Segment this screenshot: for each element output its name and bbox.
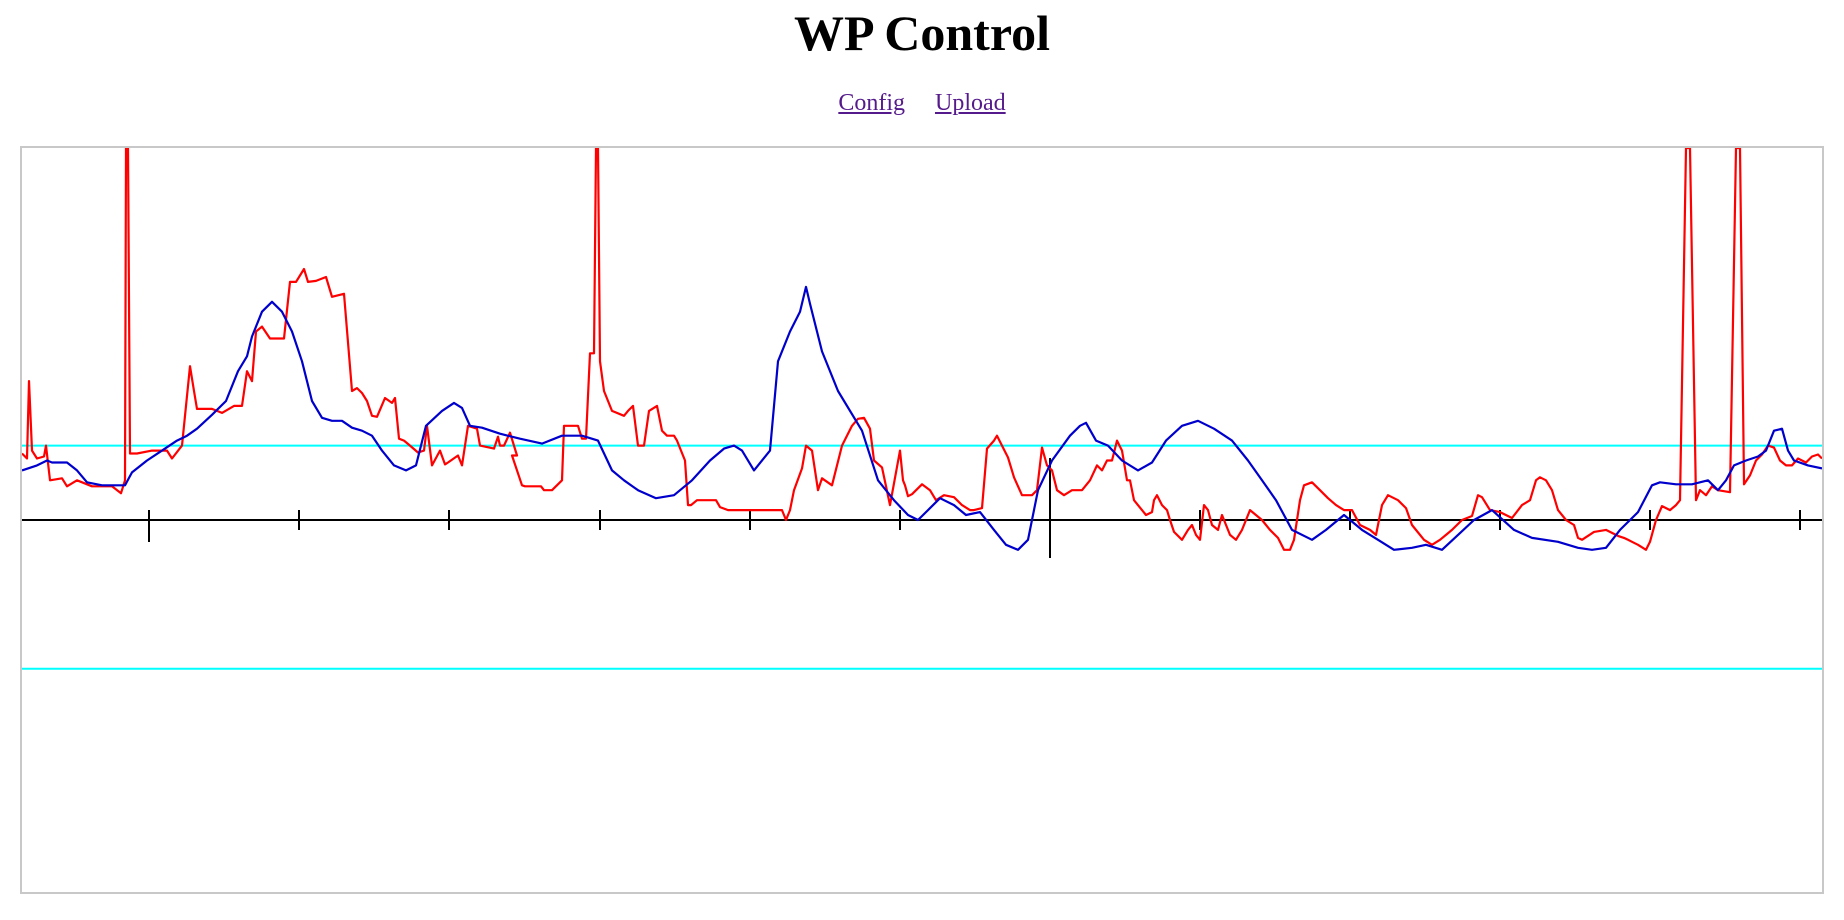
chart-canvas	[22, 148, 1822, 670]
smoothed-series-line	[22, 285, 1822, 551]
raw-series-line	[22, 148, 1822, 551]
config-link[interactable]: Config	[838, 90, 905, 116]
upload-link[interactable]: Upload	[935, 90, 1006, 116]
nav-links: Config Upload	[0, 88, 1844, 118]
chart-frame	[20, 146, 1824, 894]
page-title: WP Control	[793, 5, 1051, 61]
